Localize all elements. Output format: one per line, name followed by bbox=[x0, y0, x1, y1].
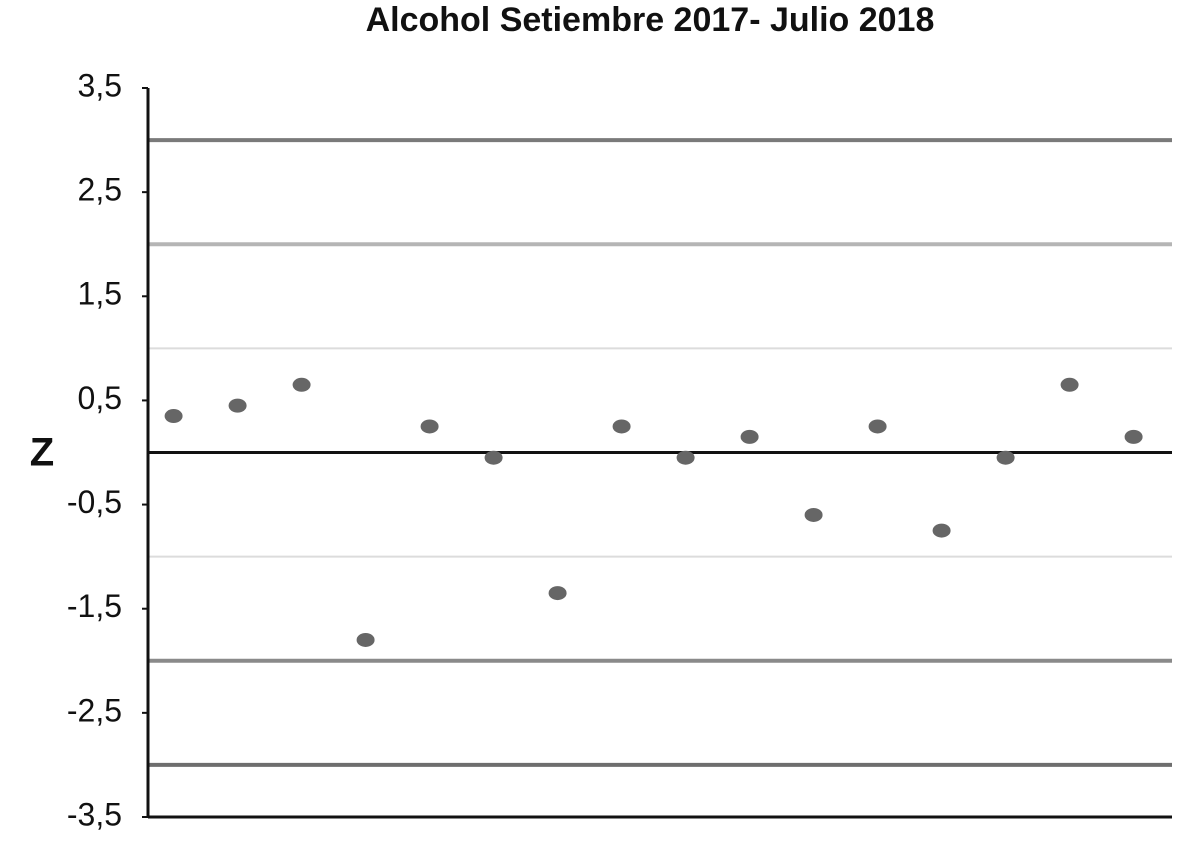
y-tick-label: 0,5 bbox=[78, 380, 122, 416]
data-point bbox=[612, 419, 631, 434]
data-point bbox=[228, 398, 247, 413]
data-point bbox=[996, 450, 1015, 465]
y-tick-label: 3,5 bbox=[78, 67, 122, 103]
data-point bbox=[868, 419, 887, 434]
data-point bbox=[292, 377, 311, 392]
data-point bbox=[1060, 377, 1079, 392]
y-tick-label: 1,5 bbox=[78, 276, 122, 312]
y-tick-label: -3,5 bbox=[67, 796, 122, 832]
y-tick-label: -1,5 bbox=[67, 588, 122, 624]
data-point bbox=[676, 450, 695, 465]
data-point bbox=[420, 419, 439, 434]
y-axis-label: Z bbox=[30, 431, 54, 475]
y-tick-label: -2,5 bbox=[67, 692, 122, 728]
data-point bbox=[932, 523, 951, 538]
data-point bbox=[484, 450, 503, 465]
data-point bbox=[1124, 429, 1143, 444]
data-point bbox=[548, 586, 567, 601]
data-point bbox=[740, 429, 759, 444]
data-point bbox=[356, 632, 375, 647]
chart-title: Alcohol Setiembre 2017- Julio 2018 bbox=[366, 1, 935, 39]
data-point bbox=[164, 409, 183, 424]
data-point bbox=[804, 507, 823, 522]
y-tick-label: 2,5 bbox=[78, 172, 122, 208]
y-tick-label: -0,5 bbox=[67, 484, 122, 520]
